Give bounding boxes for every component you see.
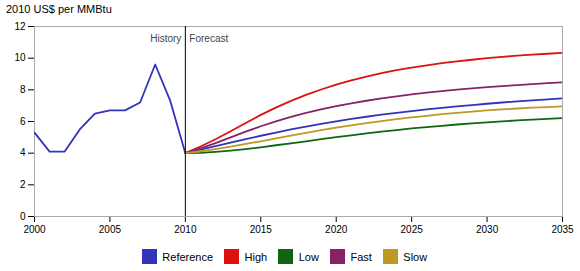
html-text:Reference: Reference — [162, 250, 214, 263]
svg-text:4: 4 — [20, 147, 26, 158]
html-text:Low: Low — [298, 250, 319, 263]
svg-text:2000: 2000 — [23, 224, 46, 235]
svg-text:0: 0 — [20, 211, 26, 222]
svg-text:History: History — [150, 33, 181, 44]
svg-text:10: 10 — [14, 52, 26, 63]
svg-text:Forecast: Forecast — [189, 33, 228, 44]
svg-text:2015: 2015 — [250, 224, 273, 235]
html-text:High: High — [244, 250, 268, 263]
html-text:Fast: Fast — [350, 250, 372, 263]
html-text:Slow: Slow — [403, 250, 428, 263]
svg-text:2020: 2020 — [325, 224, 348, 235]
svg-text:2025: 2025 — [401, 224, 424, 235]
svg-text:2010: 2010 — [174, 224, 197, 235]
svg-text:2030: 2030 — [476, 224, 499, 235]
svg-text:8: 8 — [20, 84, 26, 95]
svg-text:2: 2 — [20, 179, 26, 190]
html-text:2010 US$ per MMBtu: 2010 US$ per MMBtu — [6, 3, 112, 15]
svg-text:2005: 2005 — [99, 224, 122, 235]
svg-text:2035: 2035 — [551, 224, 574, 235]
svg-text:6: 6 — [20, 116, 26, 127]
svg-text:12: 12 — [14, 21, 26, 32]
